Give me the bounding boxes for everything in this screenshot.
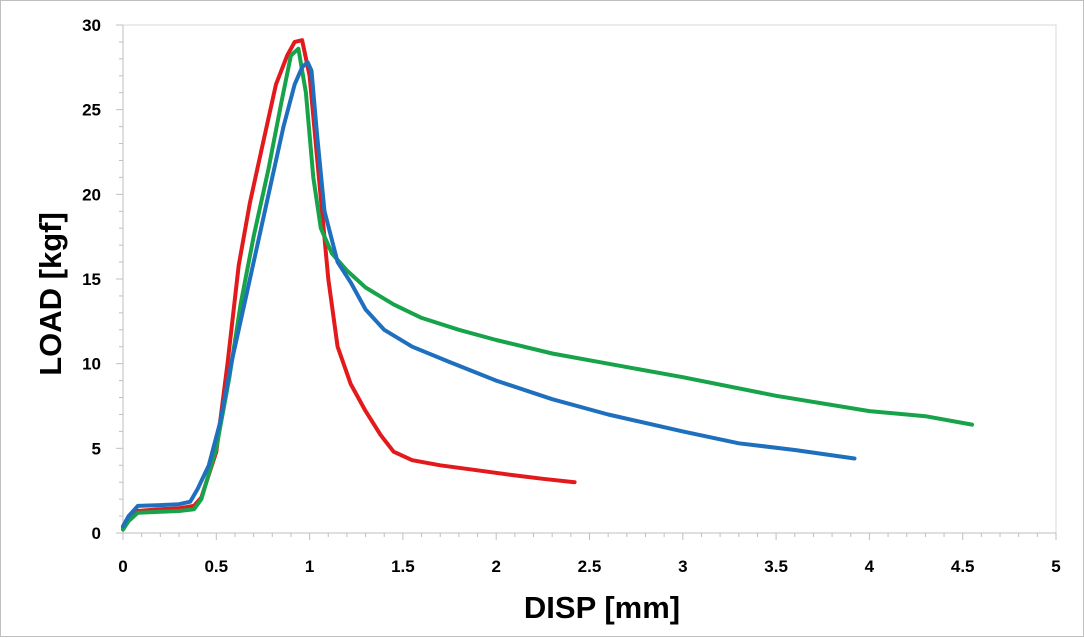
x-tick-label: 1.5 xyxy=(391,557,415,576)
plot-area xyxy=(122,24,1057,534)
y-tick-label: 15 xyxy=(82,270,101,289)
series-line-3 xyxy=(121,60,857,529)
y-axis-title: LOAD [kgf] xyxy=(33,212,68,376)
y-tick-label: 5 xyxy=(92,439,101,458)
x-tick-label: 4 xyxy=(865,557,875,576)
x-tick-label: 5 xyxy=(1051,557,1060,576)
x-tick-label: 2 xyxy=(491,557,500,576)
y-axis: 0 5 10 15 20 25 30 xyxy=(82,16,124,543)
x-tick-label: 2.5 xyxy=(578,557,602,576)
y-tick-label: 30 xyxy=(82,16,101,35)
y-tick-label: 10 xyxy=(82,355,101,374)
y-tick-label: 20 xyxy=(82,185,101,204)
series-line-2 xyxy=(121,46,974,532)
x-tick-label: 0 xyxy=(118,557,127,576)
y-tick-label: 25 xyxy=(82,101,101,120)
x-tick-label: 0.5 xyxy=(204,557,228,576)
x-tick-label: 1 xyxy=(305,557,314,576)
y-tick-label: 0 xyxy=(92,524,101,543)
x-axis: 0 0.5 1 1.5 2 2.5 3 3.5 4 4.5 5 xyxy=(118,532,1061,576)
x-tick-label: 3.5 xyxy=(764,557,788,576)
x-tick-label: 3 xyxy=(678,557,687,576)
series-line-1 xyxy=(121,38,577,530)
x-tick-label: 4.5 xyxy=(951,557,975,576)
series-layer xyxy=(121,38,974,532)
x-axis-title: DISP [mm] xyxy=(524,590,680,625)
